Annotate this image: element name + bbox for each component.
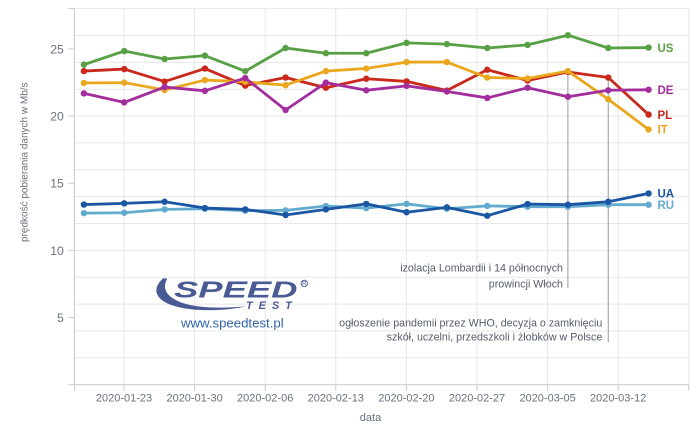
svg-text:2020-02-13: 2020-02-13 xyxy=(308,393,364,405)
svg-text:2020-02-06: 2020-02-06 xyxy=(237,393,293,405)
svg-text:izolacja Lombardii i 14 północ: izolacja Lombardii i 14 północnych xyxy=(400,263,563,275)
svg-text:DE: DE xyxy=(658,85,674,97)
svg-text:RU: RU xyxy=(658,200,675,212)
svg-text:UA: UA xyxy=(658,189,675,201)
svg-text:ogłoszenie pandemii przez WHO,: ogłoszenie pandemii przez WHO, decyzja o… xyxy=(339,318,602,330)
svg-text:prędkość pobierania danych w M: prędkość pobierania danych w Mb/s xyxy=(20,82,31,242)
svg-text:2020-01-30: 2020-01-30 xyxy=(166,393,222,405)
svg-text:15: 15 xyxy=(50,177,64,191)
svg-text:SPEED: SPEED xyxy=(174,276,298,302)
svg-text:data: data xyxy=(360,412,382,424)
svg-text:US: US xyxy=(658,43,674,55)
svg-text:2020-02-20: 2020-02-20 xyxy=(378,393,434,405)
svg-text:PL: PL xyxy=(658,110,673,122)
svg-text:www.speedtest.pl: www.speedtest.pl xyxy=(180,315,284,330)
svg-text:2020-02-27: 2020-02-27 xyxy=(449,393,505,405)
svg-text:szkół, uczelni, przedszkoli i: szkół, uczelni, przedszkoli i żłobków w … xyxy=(387,332,603,344)
svg-text:2020-03-05: 2020-03-05 xyxy=(519,393,575,405)
svg-text:2020-03-12: 2020-03-12 xyxy=(590,393,646,405)
svg-text:IT: IT xyxy=(658,125,668,137)
svg-text:5: 5 xyxy=(57,311,64,325)
svg-text:10: 10 xyxy=(50,244,64,258)
svg-text:R: R xyxy=(302,282,307,288)
svg-text:2020-01-23: 2020-01-23 xyxy=(96,393,152,405)
svg-text:25: 25 xyxy=(50,42,64,56)
svg-text:20: 20 xyxy=(50,109,64,123)
svg-text:prowincji Włoch: prowincji Włoch xyxy=(489,278,563,290)
